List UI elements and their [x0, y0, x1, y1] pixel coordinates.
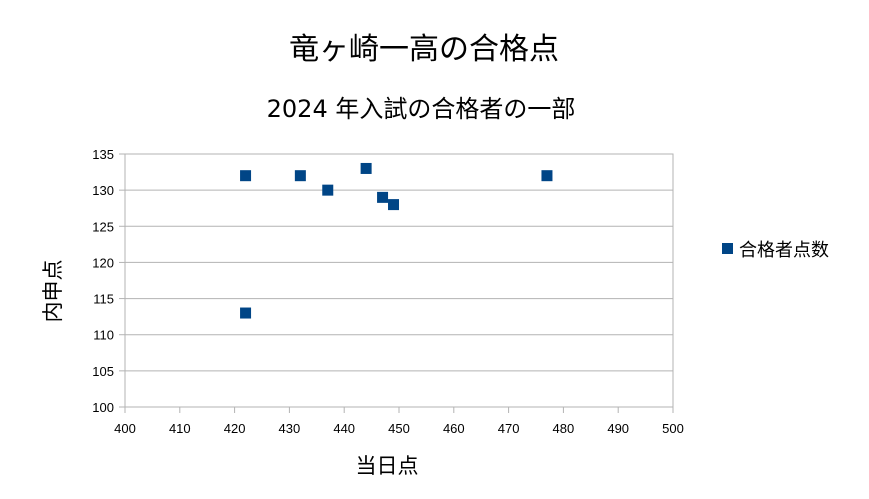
- x-tick-label: 450: [388, 421, 410, 436]
- x-tick-label: 460: [443, 421, 465, 436]
- x-axis-label: 当日点: [356, 454, 419, 478]
- x-tick-label: 490: [607, 421, 629, 436]
- y-tick-label: 100: [92, 400, 114, 415]
- data-point-marker: [541, 170, 553, 182]
- x-tick-label: 440: [333, 421, 355, 436]
- y-tick-label: 130: [92, 183, 114, 198]
- x-tick-label: 480: [553, 421, 575, 436]
- y-tick-label: 125: [92, 219, 114, 234]
- y-tick-label: 120: [92, 255, 114, 270]
- data-point-marker: [388, 199, 400, 211]
- data-point-marker: [322, 184, 334, 196]
- x-tick-label: 430: [279, 421, 301, 436]
- x-tick-label: 500: [662, 421, 684, 436]
- plot-area: 400 410 420 430 440 450 460 470 480 490 500 100 105…: [92, 147, 684, 436]
- y-axis-ticks: 100 105 110 115 120 125 130 135: [92, 147, 125, 415]
- data-point-marker: [240, 307, 252, 319]
- data-points: [240, 162, 553, 319]
- y-tick-label: 115: [93, 292, 114, 307]
- x-tick-label: 400: [114, 421, 136, 436]
- y-tick-label: 135: [92, 147, 114, 162]
- x-tick-label: 470: [498, 421, 520, 436]
- x-axis-ticks: 400 410 420 430 440 450 460 470 480 490 500: [114, 407, 684, 436]
- data-point-marker: [240, 170, 252, 182]
- chart-subtitle: 2024 年入試の合格者の一部: [267, 95, 576, 123]
- gridlines: [125, 153, 673, 408]
- x-tick-label: 410: [169, 421, 191, 436]
- legend: 合格者点数: [722, 240, 829, 261]
- data-point-marker: [377, 191, 389, 203]
- y-tick-label: 105: [92, 364, 114, 379]
- data-point-marker: [360, 162, 372, 174]
- data-point-marker: [294, 170, 306, 182]
- x-tick-label: 420: [224, 421, 246, 436]
- y-tick-label: 110: [93, 328, 114, 343]
- y-axis-label: 内申点: [41, 260, 65, 323]
- legend-marker: [722, 243, 733, 254]
- chart-title: 竜ヶ崎一高の合格点: [289, 32, 559, 67]
- legend-label: 合格者点数: [739, 240, 829, 261]
- plot-frame: [124, 153, 674, 408]
